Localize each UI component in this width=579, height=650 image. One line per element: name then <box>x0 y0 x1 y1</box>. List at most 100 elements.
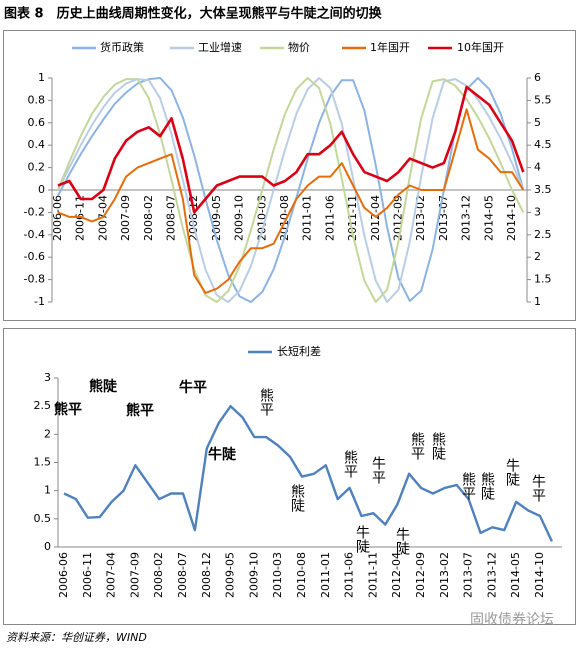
x-tick-label: 2013-02 <box>414 195 427 241</box>
y-tick-label: 2.5 <box>34 399 52 412</box>
x-tick-label: 2010-08 <box>295 552 308 598</box>
x-tick-label: 2011-11 <box>366 552 379 598</box>
y-tick-label: -0.2 <box>24 205 45 218</box>
y-tick-label: 0.4 <box>28 138 46 151</box>
series-line <box>57 77 525 303</box>
x-tick-label: 2006-11 <box>74 195 87 241</box>
series-line <box>57 108 525 294</box>
x-tick-label: 2013-02 <box>438 552 451 598</box>
y-tick-label: -0.4 <box>24 228 45 241</box>
annotation: 熊陡 <box>289 484 305 513</box>
series-line <box>63 405 553 542</box>
y2-tick-label: 2 <box>534 250 541 263</box>
y-tick-label: 1.5 <box>34 456 52 469</box>
annotation: 熊陡 <box>479 472 495 501</box>
x-tick-label: 2014-05 <box>509 552 522 598</box>
y-tick-label: 0 <box>44 540 51 553</box>
y-tick-label: 0.8 <box>28 93 46 106</box>
y2-tick-label: 6 <box>534 71 541 84</box>
x-tick-label: 2012-09 <box>414 552 427 598</box>
y2-tick-label: 1.5 <box>534 273 552 286</box>
annotation: 熊陡 <box>89 378 118 395</box>
x-tick-label: 2012-04 <box>390 552 403 598</box>
y-tick-label: 1 <box>44 484 51 497</box>
y2-tick-label: 5.5 <box>534 93 552 106</box>
annotation: 牛陡 <box>208 446 237 463</box>
x-tick-label: 2012-04 <box>369 195 382 241</box>
annotation: 熊平 <box>460 472 476 500</box>
x-tick-label: 2014-05 <box>482 195 495 241</box>
chart-frame <box>3 30 576 321</box>
annotation: 牛平 <box>179 379 207 396</box>
x-tick-label: 2009-10 <box>247 552 260 598</box>
y2-tick-label: 5 <box>534 116 541 129</box>
annotation: 熊平 <box>54 401 82 418</box>
y2-tick-label: 2.5 <box>534 228 552 241</box>
y-tick-label: 0.5 <box>34 512 52 525</box>
x-tick-label: 2010-03 <box>271 552 284 598</box>
legend-label: 工业增速 <box>198 40 242 54</box>
x-tick-label: 2011-01 <box>301 195 314 241</box>
y-tick-label: 0.6 <box>28 116 46 129</box>
legend-label: 物价 <box>288 40 310 54</box>
x-tick-label: 2010-08 <box>278 195 291 241</box>
x-tick-label: 2008-02 <box>142 195 155 241</box>
x-tick-label: 2011-01 <box>319 552 332 598</box>
y-tick-label: -0.8 <box>24 273 45 286</box>
x-tick-label: 2011-11 <box>346 195 359 241</box>
x-tick-label: 2011-06 <box>323 195 336 241</box>
source-note: 资料来源：华创证券，WIND <box>6 631 147 644</box>
annotation: 熊平 <box>126 402 154 419</box>
x-tick-label: 2011-06 <box>343 552 356 598</box>
annotation: 牛平 <box>530 474 546 502</box>
x-tick-label: 2013-07 <box>462 552 475 598</box>
y2-tick-label: 4 <box>534 161 541 174</box>
x-tick-label: 2006-06 <box>51 195 64 241</box>
y-tick-label: -0.6 <box>24 250 45 263</box>
x-tick-label: 2008-07 <box>176 552 189 598</box>
figure-title: 图表 8 历史上曲线周期性变化，大体呈现熊平与牛陡之间的切换 <box>4 6 383 22</box>
watermark: 固收债券论坛 <box>470 612 554 628</box>
annotation: 熊平 <box>258 388 274 416</box>
legend-label: 1年国开 <box>370 40 410 54</box>
annotation: 牛平 <box>370 456 386 484</box>
annotation: 牛陡 <box>354 525 370 554</box>
x-tick-label: 2006-06 <box>57 552 70 598</box>
legend-label: 货币政策 <box>100 40 144 54</box>
annotation: 熊陡 <box>430 432 446 461</box>
x-tick-label: 2009-05 <box>210 195 223 241</box>
legend-label: 长短利差 <box>277 344 321 358</box>
y-tick-label: 3 <box>44 371 51 384</box>
x-tick-label: 2014-10 <box>533 552 546 598</box>
legend-label: 10年国开 <box>457 40 504 54</box>
annotation: 牛陡 <box>394 527 410 556</box>
y2-tick-label: 3 <box>534 205 541 218</box>
x-tick-label: 2008-02 <box>152 552 165 598</box>
x-tick-label: 2006-11 <box>81 552 94 598</box>
x-tick-label: 2013-12 <box>460 195 473 241</box>
x-tick-label: 2008-12 <box>200 552 213 598</box>
y-tick-label: 2 <box>44 427 51 440</box>
x-tick-label: 2009-05 <box>224 552 237 598</box>
x-tick-label: 2007-09 <box>128 552 141 598</box>
x-tick-label: 2008-07 <box>165 195 178 241</box>
annotation: 熊平 <box>342 450 358 478</box>
y-tick-label: -1 <box>34 295 45 308</box>
x-tick-label: 2009-10 <box>233 195 246 241</box>
chart-frame <box>3 328 576 625</box>
y2-tick-label: 4.5 <box>534 138 552 151</box>
y2-tick-label: 3.5 <box>534 183 552 196</box>
series-line <box>57 85 525 214</box>
annotation: 熊平 <box>409 432 425 460</box>
x-tick-label: 2007-09 <box>119 195 132 241</box>
x-tick-label: 2013-12 <box>485 552 498 598</box>
x-tick-label: 2014-10 <box>505 195 518 241</box>
y-tick-label: 0.2 <box>28 161 46 174</box>
x-tick-label: 2008-12 <box>187 195 200 241</box>
annotation: 牛陡 <box>504 458 520 487</box>
x-tick-label: 2007-04 <box>105 552 118 598</box>
y2-tick-label: 1 <box>534 295 541 308</box>
y-tick-label: 1 <box>38 71 45 84</box>
